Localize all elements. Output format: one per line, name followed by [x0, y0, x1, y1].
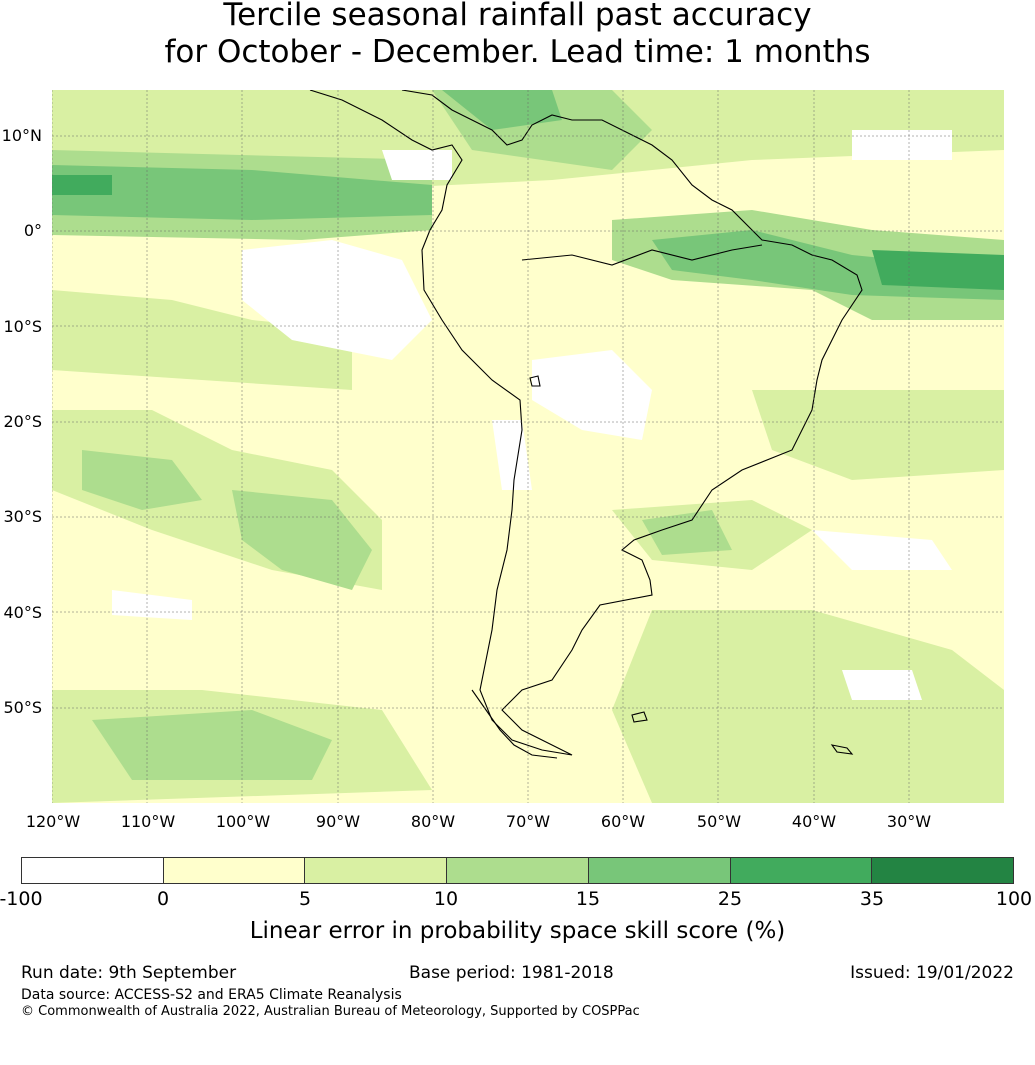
- copyright: © Commonwealth of Australia 2022, Austra…: [21, 1004, 640, 1019]
- colorbar-tick-label: 15: [575, 888, 601, 910]
- colorbar-tick-label: 100: [995, 888, 1033, 910]
- colorbar-segment: [22, 858, 164, 883]
- colorbar-tick-label: 5: [298, 888, 312, 910]
- colorbar: [21, 857, 1014, 884]
- base-period: Base period: 1981-2018: [409, 963, 614, 983]
- lon-label-90w: 90°W: [315, 812, 361, 831]
- lon-label-80w: 80°W: [410, 812, 456, 831]
- colorbar-segment: [305, 858, 448, 883]
- lat-label-50s: 50°S: [3, 698, 42, 717]
- colorbar-tick-label: -100: [0, 888, 43, 910]
- colorbar-tick-label: 35: [859, 888, 885, 910]
- map-title-line-2: for October - December. Lead time: 1 mon…: [164, 34, 871, 70]
- lon-label-110w: 110°W: [120, 812, 176, 831]
- lon-label-50w: 50°W: [696, 812, 742, 831]
- lat-label-0: 0°: [23, 221, 42, 240]
- lat-label-40s: 40°S: [3, 603, 42, 622]
- negative-skill-regions: [112, 130, 952, 700]
- data-source: Data source: ACCESS-S2 and ERA5 Climate …: [21, 987, 402, 1003]
- colorbar-segment: [730, 858, 873, 883]
- colorbar-label: Linear error in probability space skill …: [249, 918, 786, 944]
- lon-label-30w: 30°W: [886, 812, 932, 831]
- skill-score-map: [52, 90, 1004, 803]
- lon-label-60w: 60°W: [600, 812, 646, 831]
- lon-label-100w: 100°W: [215, 812, 271, 831]
- colorbar-segment: [588, 858, 731, 883]
- map-canvas: [52, 90, 1004, 803]
- lon-label-70w: 70°W: [505, 812, 551, 831]
- colorbar-segment: [872, 858, 1014, 883]
- gridlines: [52, 90, 1004, 803]
- colorbar-tick-label: 25: [717, 888, 743, 910]
- colorbar-segment: [447, 858, 589, 883]
- map-title-line-1: Tercile seasonal rainfall past accuracy: [223, 0, 812, 33]
- colorbar-segment: [163, 858, 306, 883]
- issued-date: Issued: 19/01/2022: [850, 963, 1014, 983]
- run-date: Run date: 9th September: [21, 963, 237, 983]
- lon-label-120w: 120°W: [25, 812, 81, 831]
- lat-label-10s: 10°S: [3, 317, 42, 336]
- lat-label-30s: 30°S: [3, 507, 42, 526]
- lat-label-10n: 10°N: [1, 126, 42, 145]
- lat-label-20s: 20°S: [3, 412, 42, 431]
- lon-label-40w: 40°W: [791, 812, 837, 831]
- colorbar-tick-label: 0: [156, 888, 170, 910]
- coastline: [309, 90, 863, 759]
- colorbar-tick-label: 10: [433, 888, 459, 910]
